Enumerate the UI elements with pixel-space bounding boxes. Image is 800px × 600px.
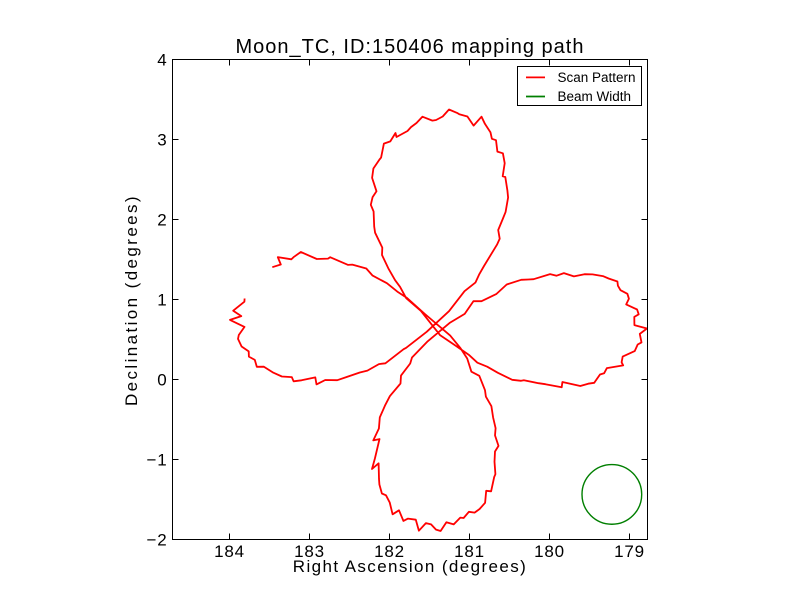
svg-text:Beam Width: Beam Width [558,89,632,104]
svg-text:183: 183 [294,542,325,561]
svg-text:Scan Pattern: Scan Pattern [558,70,636,85]
svg-text:−1: −1 [147,451,168,470]
svg-text:Moon_TC, ID:150406 mapping pat: Moon_TC, ID:150406 mapping path [236,36,585,58]
svg-text:3: 3 [157,131,167,150]
svg-text:181: 181 [454,542,485,561]
svg-text:1: 1 [157,291,167,310]
svg-text:2: 2 [157,211,167,230]
svg-text:0: 0 [157,371,167,390]
svg-text:184: 184 [214,542,245,561]
svg-text:−2: −2 [147,531,168,550]
svg-text:Declination (degrees): Declination (degrees) [122,194,141,406]
svg-text:179: 179 [614,542,645,561]
svg-text:182: 182 [374,542,405,561]
svg-text:180: 180 [534,542,565,561]
svg-text:Right Ascension (degrees): Right Ascension (degrees) [293,557,527,576]
svg-text:4: 4 [157,51,167,70]
